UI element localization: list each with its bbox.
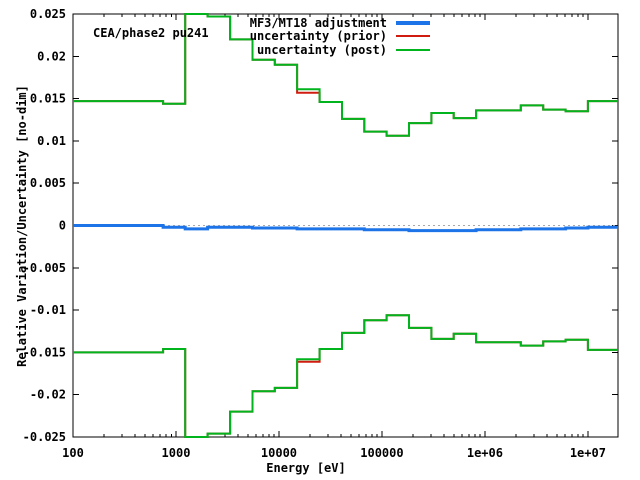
- legend: MF3/MT18 adjustment uncertainty (prior) …: [250, 16, 430, 57]
- y-tick-label: 0.02: [37, 49, 66, 63]
- x-tick-label: 1e+06: [467, 446, 503, 460]
- legend-line-sample-red: [396, 35, 430, 38]
- y-tick-label: -0.02: [30, 388, 66, 402]
- y-tick-label: 0.005: [30, 176, 66, 190]
- curve-adjustment: [73, 224, 618, 233]
- y-tick-label: -0.025: [23, 430, 66, 444]
- legend-entry-adjustment: MF3/MT18 adjustment: [250, 16, 430, 30]
- plot-title: CEA/phase2 pu241: [93, 26, 209, 40]
- curve-uncertainty-post-lower: [73, 314, 618, 438]
- y-axis-label: Relative Variation/Uncertainty [no-dim]: [15, 85, 29, 367]
- x-tick-label: 1e+07: [570, 446, 606, 460]
- legend-entry-uncertainty-prior: uncertainty (prior): [249, 29, 430, 44]
- legend-label-uncertainty-prior: uncertainty (prior): [249, 29, 387, 44]
- x-tick-label: 10000: [261, 446, 297, 460]
- y-tick-label: 0.025: [30, 7, 66, 21]
- series-adjustment: [73, 224, 618, 233]
- series-uncertainty-post: [73, 13, 618, 438]
- curve-uncertainty-post-upper: [73, 13, 618, 137]
- y-tick-label: -0.005: [23, 261, 66, 275]
- y-tick-label: 0.015: [30, 92, 66, 106]
- x-tick-label: 100000: [360, 446, 403, 460]
- legend-label-uncertainty-post: uncertainty (post): [256, 42, 387, 57]
- y-tick-label: 0.01: [37, 134, 66, 148]
- axes: [72, 13, 619, 438]
- y-tick-label: -0.01: [30, 303, 66, 317]
- y-tick-label: -0.015: [23, 345, 66, 359]
- legend-entry-uncertainty-post: uncertainty (post): [250, 43, 430, 57]
- legend-label-adjustment: MF3/MT18 adjustment: [249, 15, 387, 30]
- x-axis-label: Energy [eV]: [266, 461, 346, 475]
- legend-line-sample-blue: [396, 20, 430, 25]
- y-tick-label: 0: [59, 219, 66, 233]
- legend-line-sample-green: [396, 48, 430, 51]
- tick-labels: 100 1000 10000 100000 1e+06 1e+07 0.025 0.02 0.0…: [23, 7, 606, 460]
- x-tick-label: 1000: [162, 446, 191, 460]
- x-tick-label: 100: [62, 446, 84, 460]
